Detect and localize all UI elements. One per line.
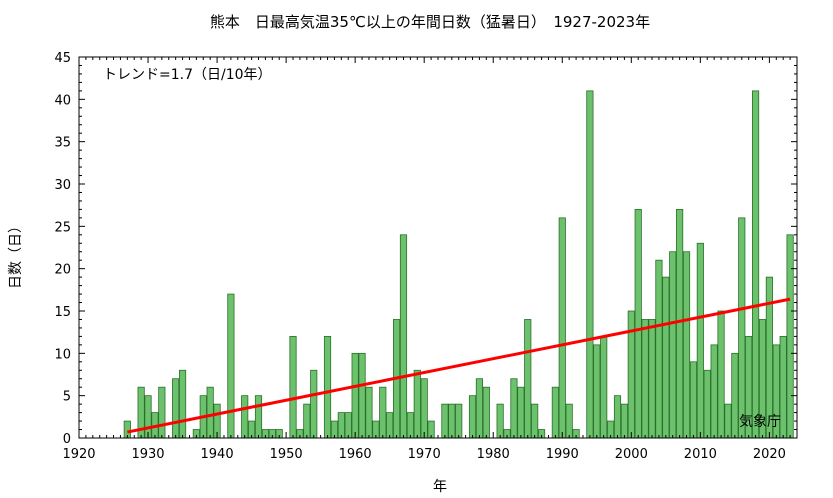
trend-group — [127, 297, 791, 434]
bar — [531, 403, 539, 439]
bar — [724, 403, 732, 439]
bar — [468, 395, 477, 439]
y-tick-label: 5 — [63, 390, 71, 405]
bar — [752, 90, 760, 439]
x-tick-label: 1990 — [546, 447, 579, 462]
bar — [178, 369, 187, 439]
bar — [586, 90, 594, 439]
bar — [406, 412, 414, 439]
bar — [351, 352, 359, 439]
bar — [344, 412, 352, 439]
bar — [482, 386, 490, 439]
bar — [634, 208, 642, 439]
bar — [172, 378, 180, 439]
y-tick-label: 30 — [54, 178, 71, 193]
y-tick-label: 45 — [54, 51, 71, 66]
x-tick-label: 1920 — [62, 447, 95, 462]
bar — [386, 412, 394, 439]
bar — [303, 403, 311, 439]
bar — [241, 395, 249, 439]
y-tick-label: 25 — [54, 220, 71, 235]
bar — [399, 234, 408, 439]
bar — [703, 369, 711, 439]
bar — [641, 319, 649, 439]
bar — [496, 403, 504, 439]
x-tick-label: 1930 — [131, 447, 164, 462]
bar — [289, 335, 297, 439]
bar — [600, 335, 608, 439]
bar — [379, 386, 387, 439]
bar — [144, 395, 152, 439]
trend-annotation: トレンド=1.7（日/10年） — [103, 67, 272, 83]
bar — [455, 403, 463, 439]
bar — [475, 378, 483, 439]
x-axis-title: 年 — [433, 479, 447, 495]
bar — [676, 208, 684, 439]
bar — [323, 335, 332, 439]
y-tick-label: 35 — [54, 136, 71, 151]
x-tick-label: 1960 — [339, 447, 372, 462]
bar — [206, 386, 214, 439]
bar — [158, 386, 166, 439]
trend-line — [127, 297, 791, 434]
bar — [648, 319, 656, 439]
bar — [310, 369, 318, 439]
x-tick-label: 1940 — [201, 447, 234, 462]
bar — [689, 361, 698, 439]
y-tick-label: 0 — [63, 432, 71, 447]
bar — [682, 251, 691, 439]
bar — [786, 234, 794, 439]
x-tick-label: 1970 — [408, 447, 441, 462]
bar — [413, 369, 421, 439]
bar — [620, 403, 628, 439]
y-tick-label: 10 — [54, 347, 71, 362]
bar — [551, 386, 559, 439]
bar — [420, 378, 428, 439]
y-axis-title: 日数（日） — [8, 219, 24, 289]
x-tick-label: 1980 — [477, 447, 510, 462]
bar — [717, 310, 725, 439]
x-tick-label: 2000 — [615, 447, 648, 462]
bar — [510, 378, 518, 439]
y-tick-label: 40 — [54, 93, 71, 108]
bar — [565, 403, 573, 439]
bar — [448, 403, 456, 439]
bar — [696, 242, 704, 439]
y-axis: 0 5 10 15 20 25 30 35 40 45 — [54, 51, 797, 447]
bar — [558, 217, 566, 439]
x-axis: 1920 1930 1940 1950 1960 1970 1980 1990 2000 2010… — [62, 57, 798, 462]
bar — [655, 259, 663, 439]
bar — [613, 395, 622, 439]
bar — [593, 344, 601, 439]
bar — [365, 386, 373, 439]
x-tick-label: 1950 — [270, 447, 303, 462]
bar — [517, 386, 525, 439]
chart-title: 熊本 日最高気温35℃以上の年間日数（猛暑日） 1927-2023年 — [210, 13, 650, 31]
bar — [731, 352, 739, 439]
x-tick-label: 2010 — [684, 447, 717, 462]
bar — [524, 319, 532, 439]
bar — [358, 352, 366, 439]
bar — [738, 217, 746, 439]
x-tick-label: 2020 — [753, 447, 786, 462]
bar — [441, 403, 449, 439]
bar — [337, 412, 345, 439]
source-label: 気象庁 — [739, 414, 781, 430]
bar — [662, 276, 670, 439]
bar — [710, 344, 718, 439]
y-tick-label: 20 — [54, 263, 71, 278]
bar — [669, 251, 677, 439]
bar — [227, 293, 235, 439]
bar — [254, 395, 263, 439]
y-tick-label: 15 — [54, 305, 71, 320]
bar-group — [123, 90, 794, 439]
